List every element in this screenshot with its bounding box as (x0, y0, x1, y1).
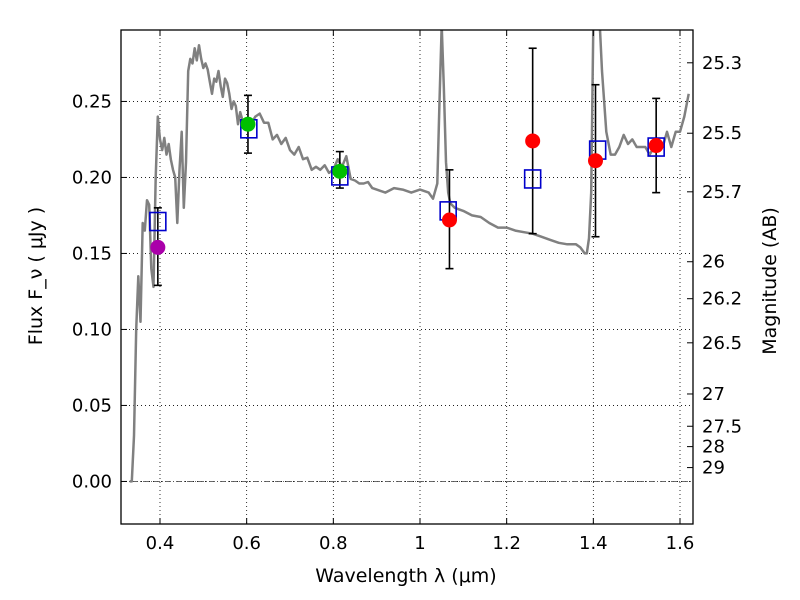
x-tick-label: 0.4 (146, 533, 175, 554)
axes: 0.4 0.6 0.8 1 1.2 1.4 1.6 0.00 0.05 0.10 0.15 0.20 0… (72, 30, 742, 554)
observed-points (150, 116, 664, 255)
y-tick-label: 0.00 (72, 471, 112, 492)
error-bars (153, 47, 661, 287)
mag-tick-label: 29 (702, 458, 725, 479)
y2-axis-label: Magnitude (AB) (759, 207, 781, 355)
plot-frame (120, 29, 694, 525)
y-tick-label: 0.10 (72, 319, 112, 340)
x-tick-label: 1.4 (579, 533, 608, 554)
y-tick-label: 0.20 (72, 167, 112, 188)
mag-tick-label: 26.5 (702, 333, 742, 354)
x-tick-label: 1 (414, 533, 425, 554)
mag-tick-label: 26 (702, 252, 725, 273)
y-tick-label: 0.25 (72, 91, 112, 112)
x-tick-label: 0.6 (232, 533, 261, 554)
observed-point (150, 239, 166, 255)
model-band-boxes (149, 119, 665, 232)
model-spectrum (129, 30, 690, 483)
model-box (149, 211, 167, 232)
mag-tick-label: 28 (702, 437, 725, 458)
model-spectrum-line (129, 30, 690, 483)
y-axis-label: Flux F_ν ( μJy ) (25, 207, 47, 345)
observed-point (648, 138, 664, 154)
x-tick-label: 0.8 (319, 533, 348, 554)
y-tick-label: 0.15 (72, 243, 112, 264)
mag-tick-label: 27 (702, 384, 725, 405)
mag-tick-label: 26.2 (702, 289, 742, 310)
x-tick-label: 1.2 (492, 533, 521, 554)
model-box (523, 169, 542, 189)
observed-point (332, 163, 348, 179)
observed-point (525, 133, 541, 149)
mag-tick-label: 25.7 (702, 182, 742, 203)
mag-tick-label: 27.5 (702, 416, 742, 437)
grid (121, 30, 693, 524)
observed-point (588, 153, 603, 169)
mag-tick-label: 25.3 (702, 53, 742, 74)
x-tick-label: 1.6 (666, 533, 695, 554)
observed-point (441, 212, 457, 228)
x-axis-label: Wavelength λ (μm) (315, 565, 496, 587)
mag-tick-label: 25.5 (702, 123, 742, 144)
y-tick-label: 0.05 (72, 395, 112, 416)
observed-point (240, 116, 256, 132)
